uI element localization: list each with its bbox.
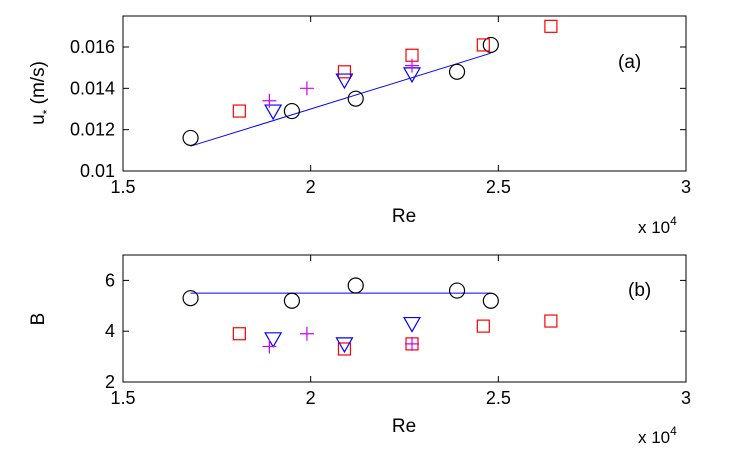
x-multiplier-a: x 104: [638, 214, 677, 237]
data-point-triangle-b: [335, 337, 354, 354]
data-point-circle-a: [448, 63, 466, 80]
data-point-square-a: [476, 38, 490, 52]
x-axis-label-a: Re: [392, 206, 416, 227]
data-point-square-a: [232, 104, 246, 118]
fit-line-a: [190, 52, 491, 147]
x-multiplier-b: x 104: [638, 424, 677, 447]
y-tick-label-a: 0.014: [70, 78, 115, 98]
y-tick-label-a: 0.016: [70, 37, 115, 57]
x-tick-label-b: 1.5: [110, 388, 135, 408]
y-tick-label-a: 0.012: [70, 120, 115, 140]
data-point-square-a: [544, 19, 558, 33]
marks-a: [182, 19, 558, 147]
data-point-plus-b: [262, 339, 277, 354]
data-point-plus-a: [405, 58, 420, 73]
data-point-plus-a: [299, 81, 314, 96]
x-tick-label-b: 2: [306, 388, 316, 408]
plot-frame-a: [122, 15, 687, 172]
data-point-circle-b: [283, 292, 300, 309]
y-tick-label-b: 6: [105, 270, 115, 290]
y-axis-label-a: u* (m/s): [28, 61, 54, 125]
x-tick-label-a: 3: [681, 177, 691, 197]
data-point-circle-a: [283, 102, 300, 120]
y-tick-label-a: 0.01: [80, 161, 115, 181]
data-point-circle-a: [182, 129, 199, 147]
data-point-circle-b: [347, 277, 364, 294]
x-axis-label-b: Re: [392, 416, 416, 437]
data-point-square-b: [232, 327, 246, 341]
data-point-circle-a: [482, 36, 499, 54]
y-tick-label-b: 2: [105, 372, 115, 392]
data-point-triangle-a: [335, 73, 354, 90]
x-tick-label-b: 2.5: [486, 388, 511, 408]
data-point-square-a: [337, 65, 352, 79]
data-point-circle-a: [347, 90, 364, 107]
x-tick-label-b: 3: [681, 388, 691, 408]
y-axis-label-b: B: [28, 313, 49, 326]
data-point-triangle-a: [264, 104, 283, 121]
panel-tag-b: (b): [628, 280, 651, 301]
data-point-square-b: [476, 319, 490, 333]
y-tick-label-b: 4: [105, 321, 115, 341]
x-tick-label-a: 1.5: [110, 177, 135, 197]
data-point-circle-b: [482, 292, 499, 309]
data-point-plus-a: [262, 93, 277, 108]
data-point-square-b: [337, 342, 352, 356]
data-point-triangle-b: [402, 316, 422, 333]
x-tick-label-a: 2.5: [486, 177, 511, 197]
panel-tag-a: (a): [618, 52, 641, 73]
data-point-square-b: [544, 314, 558, 328]
marks-b: [182, 277, 558, 356]
data-point-circle-b: [448, 282, 466, 299]
data-point-plus-b: [405, 336, 420, 351]
data-point-plus-b: [299, 326, 314, 341]
x-tick-label-a: 2: [306, 177, 316, 197]
data-point-circle-b: [182, 290, 199, 307]
ticks-a: 1.5 2 2.5 3 0.01 0.012 0.014 0.016: [70, 16, 691, 197]
